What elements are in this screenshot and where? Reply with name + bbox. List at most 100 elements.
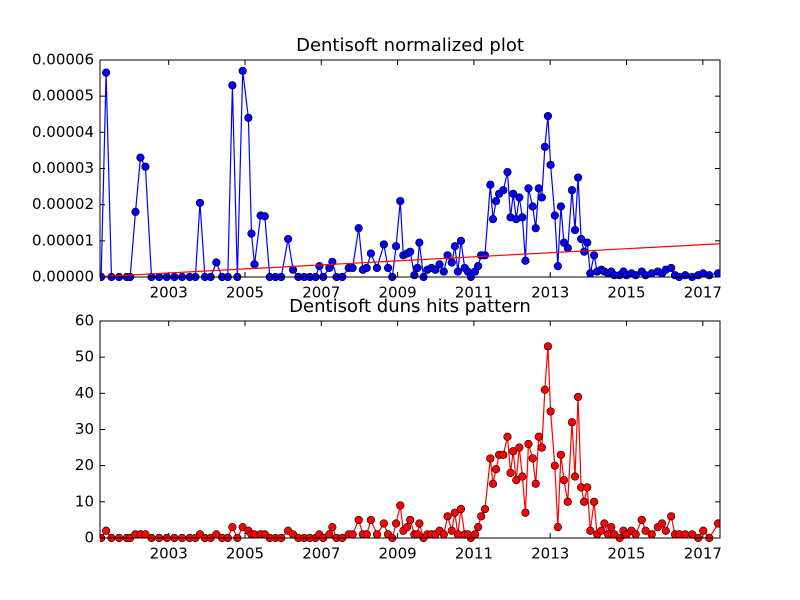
data-point <box>580 247 589 256</box>
data-point <box>563 497 572 506</box>
data-point <box>524 439 533 449</box>
data-point <box>212 258 221 267</box>
data-point <box>488 215 498 224</box>
x-tick-label: 2011 <box>455 284 493 302</box>
plot-area <box>100 321 720 538</box>
data-point <box>713 269 720 278</box>
data-point <box>531 224 540 233</box>
data-point <box>543 342 553 351</box>
data-point <box>540 142 549 151</box>
data-point <box>657 519 667 528</box>
data-point <box>396 501 405 510</box>
data-point <box>431 265 440 274</box>
series-line <box>100 243 720 278</box>
data-point <box>362 263 371 273</box>
data-point <box>383 263 393 273</box>
data-point <box>509 447 518 456</box>
data-point <box>570 225 580 235</box>
data-point <box>102 68 111 77</box>
data-point <box>247 229 256 238</box>
data-point <box>415 519 424 528</box>
x-tick-label: 2011 <box>455 545 493 563</box>
data-point <box>647 530 656 539</box>
data-point <box>573 392 583 402</box>
y-tick-label: 50 <box>75 348 94 366</box>
data-point <box>518 472 527 481</box>
data-point <box>141 162 150 171</box>
data-point <box>546 407 555 416</box>
data-point <box>450 508 459 517</box>
data-point <box>415 238 424 247</box>
data-point <box>372 530 382 539</box>
data-point <box>477 512 486 521</box>
data-point <box>537 193 546 202</box>
axes-frame <box>99 59 721 278</box>
data-point <box>524 184 533 193</box>
data-point <box>518 213 527 222</box>
data-point <box>453 530 462 539</box>
data-point <box>488 479 498 488</box>
data-point <box>447 258 456 267</box>
data-point <box>534 432 543 441</box>
x-tick-label: 2005 <box>226 545 264 563</box>
data-point <box>567 186 577 195</box>
data-point <box>228 81 237 90</box>
y-tick-label: 0.00002 <box>32 195 94 213</box>
x-tick-label: 2015 <box>607 545 645 563</box>
data-point <box>453 267 462 276</box>
data-point <box>597 526 606 535</box>
data-point <box>589 251 599 260</box>
data-point <box>600 519 609 528</box>
y-tick-label: 0.00004 <box>32 123 94 141</box>
data-point <box>470 530 480 539</box>
data-point <box>366 249 375 258</box>
chart-title: Dentisoft normalized plot <box>296 35 524 56</box>
data-point <box>354 515 363 525</box>
y-tick-label: 20 <box>75 456 94 474</box>
y-tick-label: 0.00006 <box>32 51 94 69</box>
y-tick-label: 0 <box>84 529 94 547</box>
data-point <box>102 526 111 535</box>
data-point <box>228 523 237 532</box>
y-tick-label: 0.00003 <box>32 159 94 177</box>
data-point <box>379 519 388 528</box>
data-point <box>515 443 524 452</box>
data-point <box>435 260 444 269</box>
data-point <box>503 168 512 177</box>
x-tick-label: 2003 <box>150 284 188 302</box>
data-point <box>583 483 592 492</box>
data-point <box>528 454 537 463</box>
data-point <box>681 530 690 539</box>
data-point <box>631 530 640 539</box>
data-point <box>515 193 524 202</box>
data-point <box>366 515 375 525</box>
y-tick-label: 10 <box>75 492 94 510</box>
data-point <box>474 523 483 532</box>
data-point <box>379 240 388 249</box>
x-tick-label: 2009 <box>379 545 417 563</box>
y-tick-label: 60 <box>75 312 94 330</box>
data-point <box>586 526 595 535</box>
data-point <box>362 530 371 539</box>
data-point <box>570 472 580 481</box>
data-point <box>480 504 490 514</box>
data-point <box>403 523 412 532</box>
data-point <box>559 476 569 485</box>
data-point <box>439 267 448 276</box>
data-point <box>512 476 521 485</box>
data-point <box>553 523 562 532</box>
data-point <box>528 202 537 211</box>
data-point <box>556 202 565 211</box>
data-point <box>391 519 401 528</box>
x-tick-label: 2013 <box>531 545 569 563</box>
data-point <box>348 263 357 273</box>
data-point <box>283 234 293 244</box>
data-point <box>580 497 589 506</box>
data-point <box>238 66 247 75</box>
data-point <box>131 207 140 216</box>
y-tick-label: 0.00001 <box>32 231 94 249</box>
data-point <box>480 251 490 260</box>
x-tick-label: 2015 <box>607 284 645 302</box>
data-point <box>531 479 540 488</box>
